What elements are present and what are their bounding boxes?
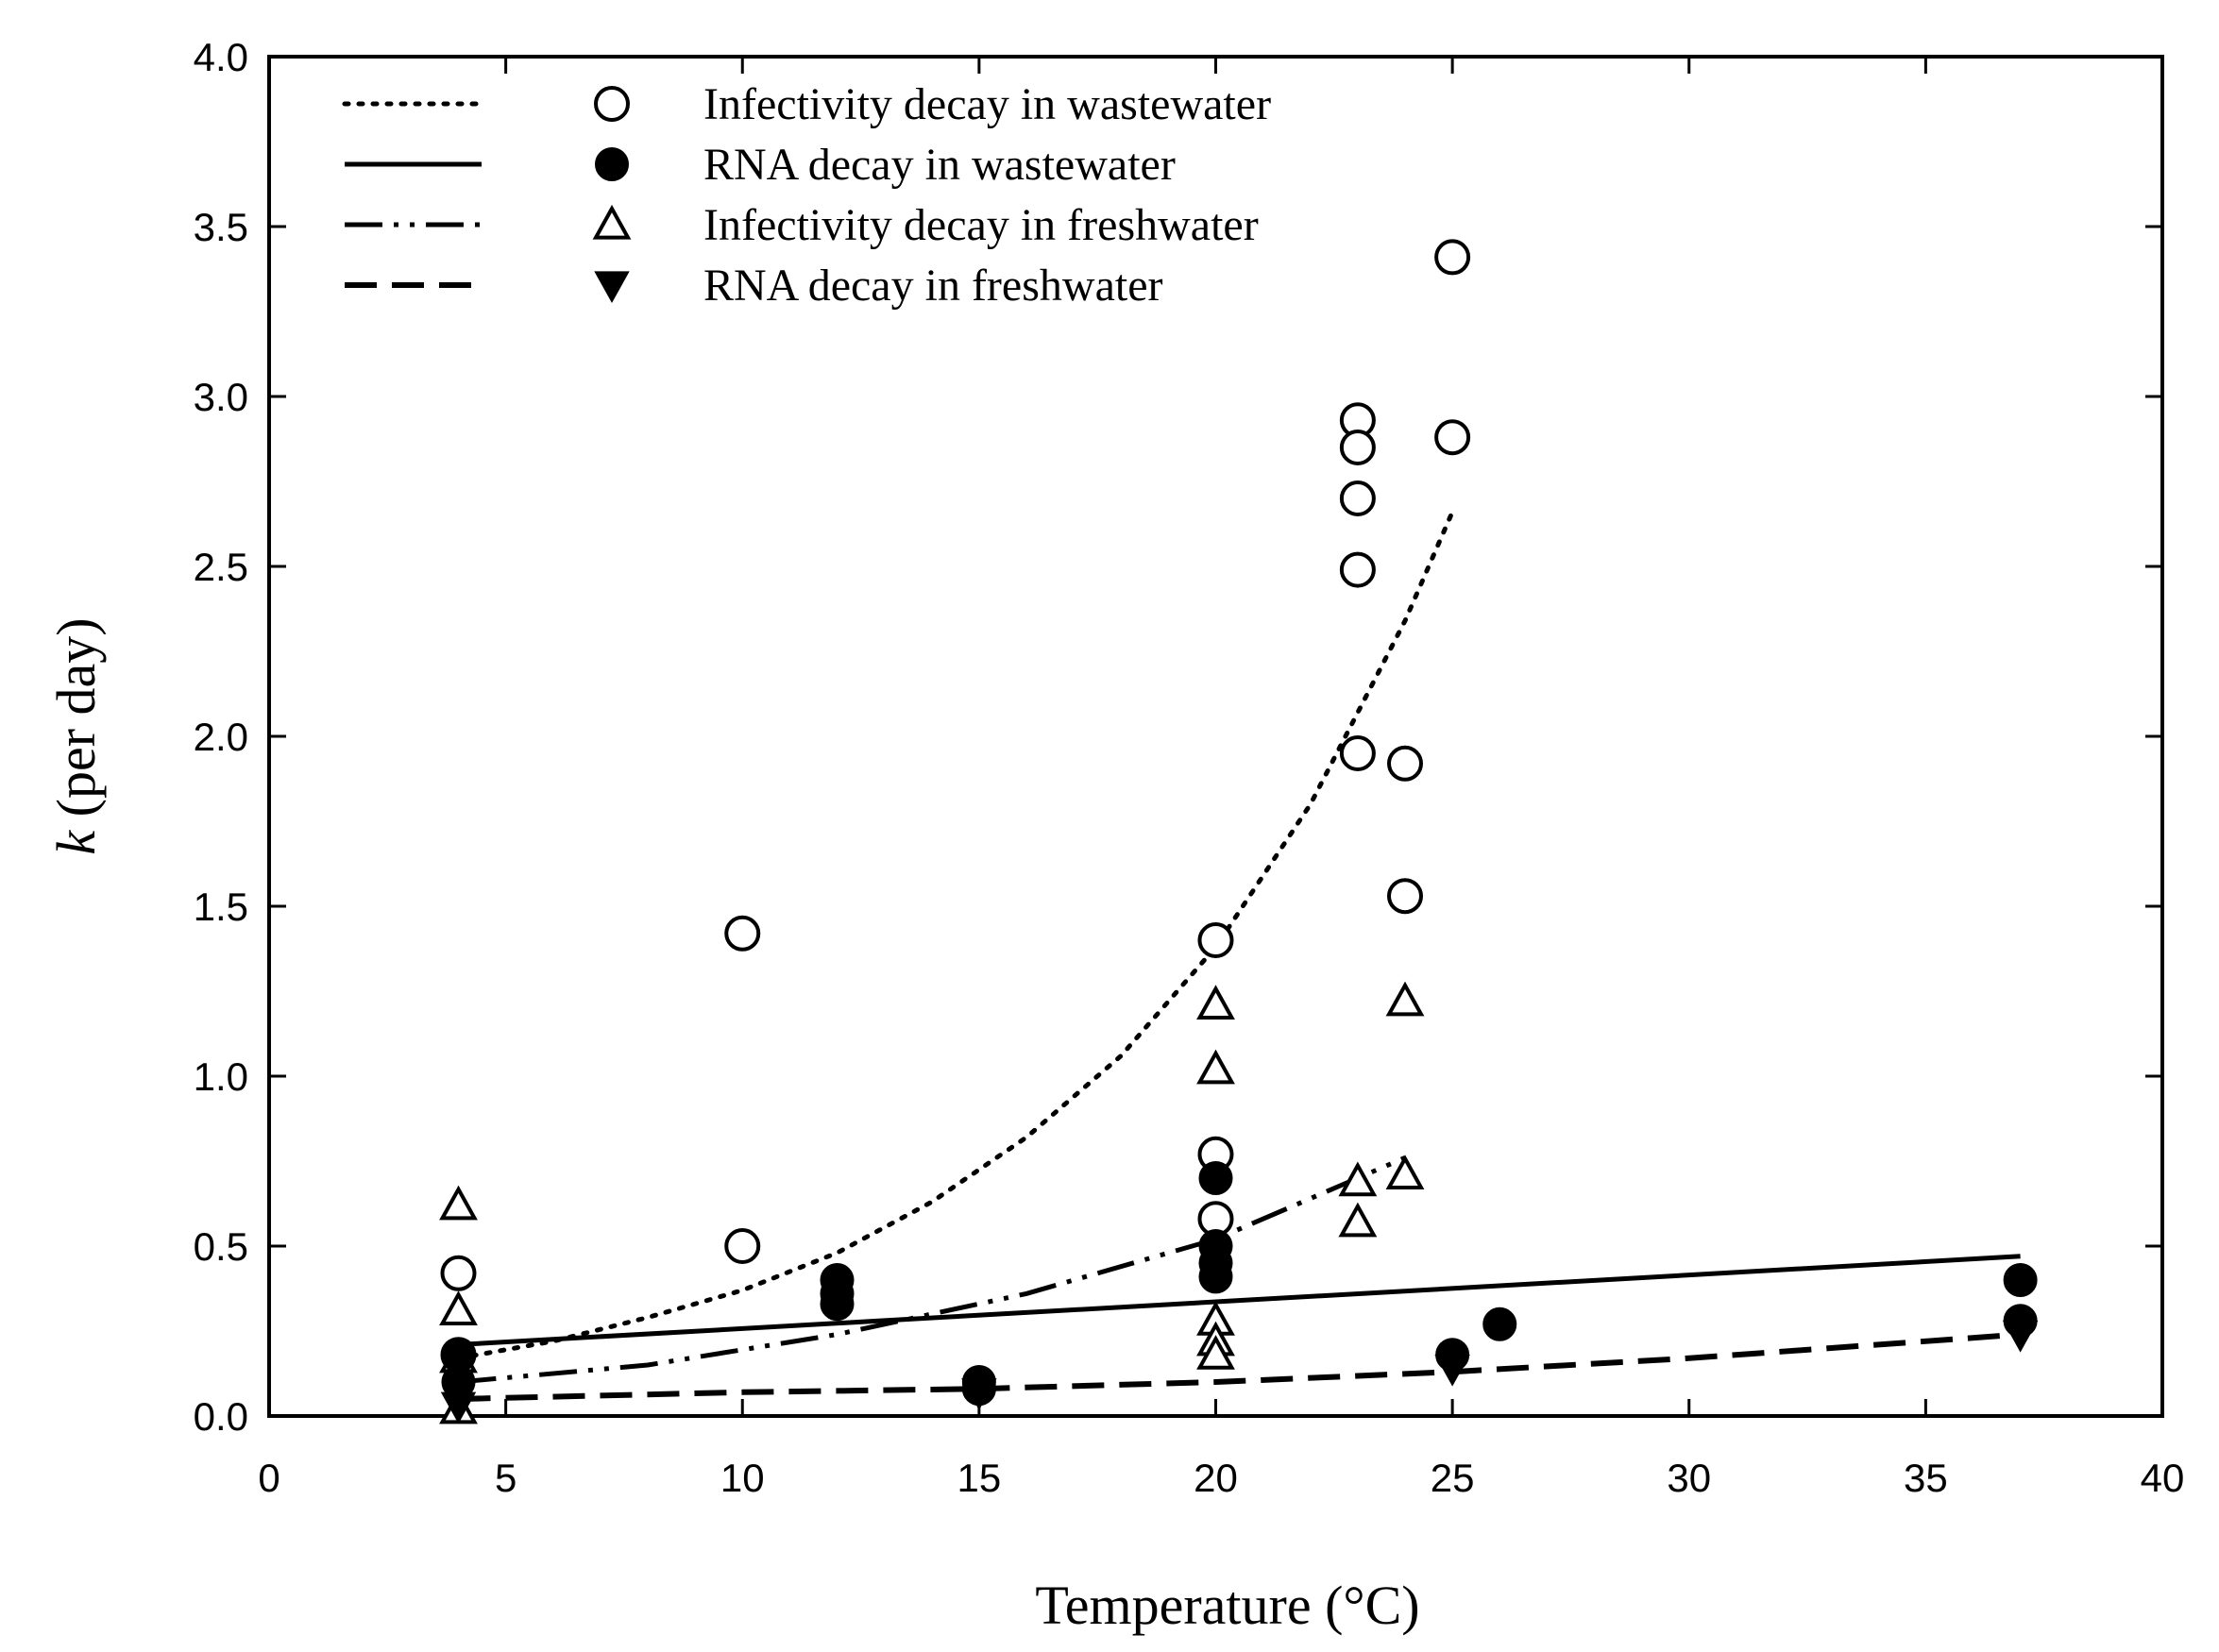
y-tick-label: 3.0 bbox=[194, 375, 248, 419]
data-point-rna-decay-in-wastewater bbox=[1198, 1259, 1233, 1294]
fit-line-infectivity-decay-in-freshwater bbox=[458, 1155, 1406, 1385]
data-point-infectivity-decay-in-freshwater bbox=[439, 1185, 478, 1221]
y-axis-label-unit: (per day) bbox=[45, 617, 107, 830]
data-point-infectivity-decay-in-freshwater bbox=[1338, 1202, 1378, 1238]
data-point-infectivity-decay-in-freshwater bbox=[439, 1290, 478, 1325]
y-tick-label: 1.0 bbox=[194, 1054, 248, 1099]
data-point-rna-decay-in-freshwater bbox=[2002, 1321, 2039, 1353]
legend-marker-rna-decay-in-wastewater bbox=[595, 147, 629, 181]
data-point-infectivity-decay-in-wastewater bbox=[1197, 922, 1234, 958]
axis-ticks bbox=[267, 55, 2164, 1418]
data-point-infectivity-decay-in-wastewater bbox=[1387, 745, 1423, 782]
data-point-rna-decay-in-wastewater bbox=[2003, 1263, 2038, 1297]
y-tick-label: 2.0 bbox=[194, 715, 248, 759]
y-tick-label: 3.5 bbox=[194, 205, 248, 249]
x-tick-label: 35 bbox=[1904, 1456, 1948, 1500]
data-point-rna-decay-in-freshwater bbox=[440, 1391, 477, 1424]
data-point-infectivity-decay-in-freshwater bbox=[1196, 1335, 1235, 1370]
y-tick-label: 2.5 bbox=[194, 545, 248, 589]
legend-label-infectivity-decay-in-freshwater: Infectivity decay in freshwater bbox=[703, 200, 1259, 250]
data-point-infectivity-decay-in-wastewater bbox=[1387, 878, 1423, 915]
data-point-infectivity-decay-in-freshwater bbox=[1385, 981, 1425, 1017]
data-point-infectivity-decay-in-freshwater bbox=[1385, 1155, 1425, 1189]
y-axis-label-variable: k bbox=[45, 830, 107, 855]
y-tick-label: 0.0 bbox=[194, 1394, 248, 1439]
legend-marker-infectivity-decay-in-wastewater bbox=[594, 86, 630, 122]
x-tick-label: 15 bbox=[957, 1456, 1002, 1500]
data-point-rna-decay-in-wastewater bbox=[1482, 1306, 1517, 1341]
axis-tick-labels: 0 5 10 15 20 25 30 35 40 0.0 0.5 1.0 1.5 2.0 2.5 3.0 3.5… bbox=[194, 35, 2185, 1500]
data-point-rna-decay-in-freshwater bbox=[1434, 1355, 1470, 1387]
fit-line-rna-decay-in-wastewater bbox=[458, 1254, 2021, 1347]
data-point-infectivity-decay-in-wastewater bbox=[440, 1255, 477, 1291]
x-axis-label: Temperature (°C) bbox=[1035, 1575, 1419, 1636]
x-tick-label: 25 bbox=[1431, 1456, 1475, 1500]
x-tick-label: 30 bbox=[1667, 1456, 1711, 1500]
data-point-infectivity-decay-in-wastewater bbox=[724, 915, 761, 952]
data-point-rna-decay-in-wastewater bbox=[820, 1287, 855, 1322]
legend-marker-rna-decay-in-freshwater bbox=[594, 271, 630, 304]
y-axis-label: k (per day) bbox=[45, 617, 107, 854]
legend-marker-infectivity-decay-in-freshwater bbox=[592, 204, 632, 240]
fit-lines bbox=[456, 509, 2021, 1402]
y-tick-label: 0.5 bbox=[194, 1224, 248, 1269]
data-point-infectivity-decay-in-wastewater bbox=[1339, 551, 1376, 588]
legend: Infectivity decay in wastewater RNA decay… bbox=[342, 79, 1271, 311]
data-point-infectivity-decay-in-wastewater bbox=[1339, 480, 1376, 516]
legend-label-rna-decay-in-wastewater: RNA decay in wastewater bbox=[703, 140, 1176, 190]
fit-line-rna-decay-in-freshwater bbox=[458, 1331, 2021, 1402]
data-point-infectivity-decay-in-freshwater bbox=[1196, 985, 1235, 1020]
data-point-rna-decay-in-wastewater bbox=[1198, 1161, 1233, 1195]
data-point-infectivity-decay-in-wastewater bbox=[1339, 430, 1376, 465]
data-point-infectivity-decay-in-wastewater bbox=[1434, 239, 1471, 276]
data-point-infectivity-decay-in-wastewater bbox=[1339, 735, 1376, 771]
data-point-infectivity-decay-in-wastewater bbox=[724, 1228, 761, 1264]
legend-label-rna-decay-in-freshwater: RNA decay in freshwater bbox=[703, 261, 1163, 311]
data-point-infectivity-decay-in-freshwater bbox=[1196, 1049, 1235, 1085]
data-markers bbox=[439, 239, 2039, 1424]
x-tick-label: 0 bbox=[258, 1456, 279, 1500]
data-point-infectivity-decay-in-freshwater bbox=[1338, 1161, 1378, 1197]
legend-label-infectivity-decay-in-wastewater: Infectivity decay in wastewater bbox=[703, 79, 1271, 129]
x-tick-label: 20 bbox=[1194, 1456, 1238, 1500]
x-tick-label: 40 bbox=[2141, 1456, 2185, 1500]
fit-line-infectivity-decay-in-wastewater bbox=[456, 509, 1455, 1361]
data-point-infectivity-decay-in-wastewater bbox=[1434, 419, 1471, 456]
y-tick-label: 4.0 bbox=[194, 35, 248, 79]
y-tick-label: 1.5 bbox=[194, 885, 248, 929]
x-tick-label: 10 bbox=[720, 1456, 765, 1500]
x-tick-label: 5 bbox=[495, 1456, 517, 1500]
data-point-rna-decay-in-freshwater bbox=[961, 1378, 997, 1410]
